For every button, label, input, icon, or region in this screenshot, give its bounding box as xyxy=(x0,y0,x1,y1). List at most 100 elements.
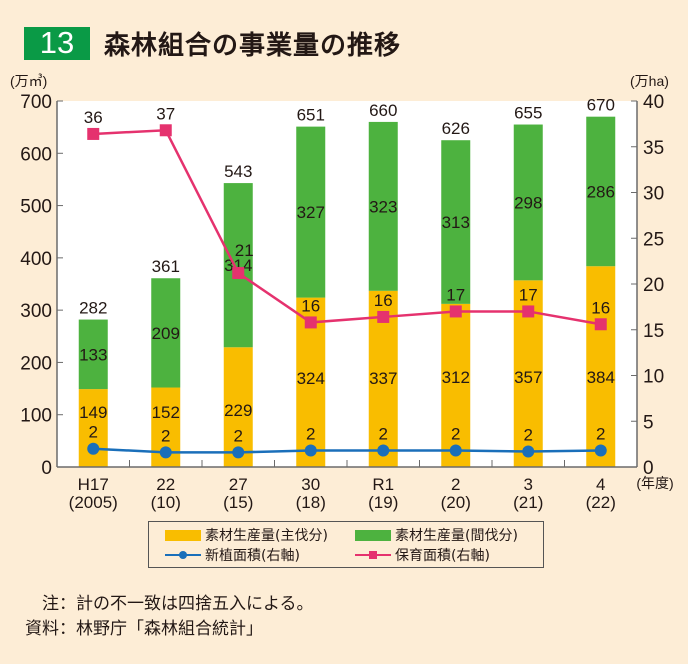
total-label: 660 xyxy=(369,101,397,120)
y-tick-label-right: 25 xyxy=(643,229,664,250)
tending-value-label: 17 xyxy=(519,285,538,304)
total-label: 543 xyxy=(224,162,252,181)
new-planting-value-label: 2 xyxy=(596,425,605,444)
y-tick-label-left: 300 xyxy=(20,301,52,322)
y-tick-label-right: 20 xyxy=(643,275,664,296)
new-planting-value-label: 2 xyxy=(306,425,315,444)
legend: 素材生産量(主伐分) 素材生産量(間伐分) 新植面積(右軸) 保育面積(右軸) xyxy=(148,521,544,568)
new-planting-point xyxy=(594,444,607,457)
bar-thinning xyxy=(151,278,181,388)
y-tick-label-left: 600 xyxy=(20,144,52,165)
total-label: 670 xyxy=(587,96,615,115)
x-tick-label: 2 xyxy=(451,475,460,494)
x-tick-label: 27 xyxy=(229,475,248,494)
total-label: 361 xyxy=(152,257,180,276)
new-planting-value-label: 2 xyxy=(161,426,170,445)
new-planting-value-label: 2 xyxy=(524,425,533,444)
figure-title-text: 森林組合の事業量の推移 xyxy=(104,30,402,61)
main-cut-value-label: 312 xyxy=(442,368,470,387)
bar-thinning xyxy=(368,121,398,291)
bar-thinning xyxy=(78,319,108,390)
legend-item-tending: 保育面積(右軸) xyxy=(355,545,490,565)
thinning-value-label: 323 xyxy=(369,197,397,216)
main-cut-value-label: 149 xyxy=(79,403,107,422)
tending-point xyxy=(594,318,607,331)
bar-main-cut xyxy=(441,303,471,467)
legend-label: 新植面積(右軸) xyxy=(205,548,300,564)
legend-swatch-tending xyxy=(355,548,391,562)
bar-thinning xyxy=(296,126,326,298)
x-tick-label-sub: (2005) xyxy=(69,493,118,512)
tending-point xyxy=(522,305,535,318)
legend-label: 素材生産量(間伐分) xyxy=(395,528,518,544)
tending-value-label: 17 xyxy=(446,285,465,304)
x-tick-label: 22 xyxy=(156,475,175,494)
tending-point xyxy=(377,310,390,323)
x-axis-unit-label: (年度) xyxy=(636,475,673,491)
bar-thinning xyxy=(586,116,616,267)
new-planting-point xyxy=(87,442,100,455)
main-cut-value-label: 384 xyxy=(587,368,615,387)
new-planting-point xyxy=(377,444,390,457)
main-cut-value-label: 337 xyxy=(369,369,397,388)
x-tick-label: R1 xyxy=(372,475,394,494)
y-axis-label-left: (万㎥) xyxy=(10,73,47,89)
thinning-value-label: 286 xyxy=(587,182,615,201)
tending-value-label: 16 xyxy=(374,291,393,310)
new-planting-value-label: 2 xyxy=(379,425,388,444)
new-planting-point xyxy=(232,446,245,459)
y-tick-label-left: 100 xyxy=(20,406,52,427)
main-cut-value-label: 229 xyxy=(224,401,252,420)
tending-value-label: 16 xyxy=(301,296,320,315)
thinning-value-label: 327 xyxy=(297,203,325,222)
legend-swatch-thinning xyxy=(355,529,391,541)
thinning-value-label: 133 xyxy=(79,345,107,364)
y-tick-label-left: 400 xyxy=(20,249,52,270)
x-tick-label: 3 xyxy=(524,475,533,494)
main-cut-value-label: 324 xyxy=(297,369,325,388)
x-tick-label-sub: (21) xyxy=(513,493,543,512)
y-tick-label-left: 700 xyxy=(20,92,52,113)
tending-value-label: 36 xyxy=(84,108,103,127)
tending-point xyxy=(87,127,100,140)
legend-label: 保育面積(右軸) xyxy=(395,548,490,564)
bar-thinning xyxy=(223,183,253,348)
x-tick-label-sub: (18) xyxy=(296,493,326,512)
bar-main-cut xyxy=(586,266,616,467)
figure-number-badge: 13 xyxy=(24,25,90,60)
notes: 注：計の不一致は四捨五入による。 資料：林野庁「森林組合統計」 xyxy=(25,592,314,642)
note-text: 注：計の不一致は四捨五入による。 xyxy=(25,594,314,614)
new-planting-value-label: 2 xyxy=(234,426,243,445)
y-tick-label-left: 200 xyxy=(20,353,52,374)
total-label: 626 xyxy=(442,119,470,138)
legend-item-thinning: 素材生産量(間伐分) xyxy=(355,525,518,545)
new-planting-point xyxy=(449,444,462,457)
y-axis-label-right: (万ha) xyxy=(630,73,669,89)
tending-value-label: 16 xyxy=(591,298,610,317)
legend-label: 素材生産量(主伐分) xyxy=(205,528,328,544)
x-tick-label-sub: (20) xyxy=(441,493,471,512)
new-planting-point xyxy=(159,446,172,459)
y-tick-label-right: 0 xyxy=(643,458,654,479)
legend-item-main-cut: 素材生産量(主伐分) xyxy=(165,525,328,545)
tending-point xyxy=(159,124,172,137)
tending-point xyxy=(304,316,317,329)
new-planting-point xyxy=(522,445,535,458)
y-tick-label-left: 500 xyxy=(20,197,52,218)
tending-point xyxy=(232,267,245,280)
main-cut-value-label: 152 xyxy=(152,403,180,422)
x-tick-label-sub: (10) xyxy=(151,493,181,512)
figure-title: 13 森林組合の事業量の推移 xyxy=(24,25,402,61)
bar-thinning xyxy=(441,140,471,304)
total-label: 651 xyxy=(297,106,325,125)
tending-line xyxy=(93,128,601,326)
source-text: 資料：林野庁「森林組合統計」 xyxy=(25,619,263,639)
tending-point xyxy=(449,305,462,318)
y-tick-label-right: 15 xyxy=(643,321,664,342)
thinning-value-label: 298 xyxy=(514,193,542,212)
y-tick-label-right: 5 xyxy=(643,412,654,433)
legend-swatch-new-planting xyxy=(165,548,201,562)
x-tick-label-sub: (22) xyxy=(586,493,616,512)
new-planting-value-label: 2 xyxy=(451,425,460,444)
